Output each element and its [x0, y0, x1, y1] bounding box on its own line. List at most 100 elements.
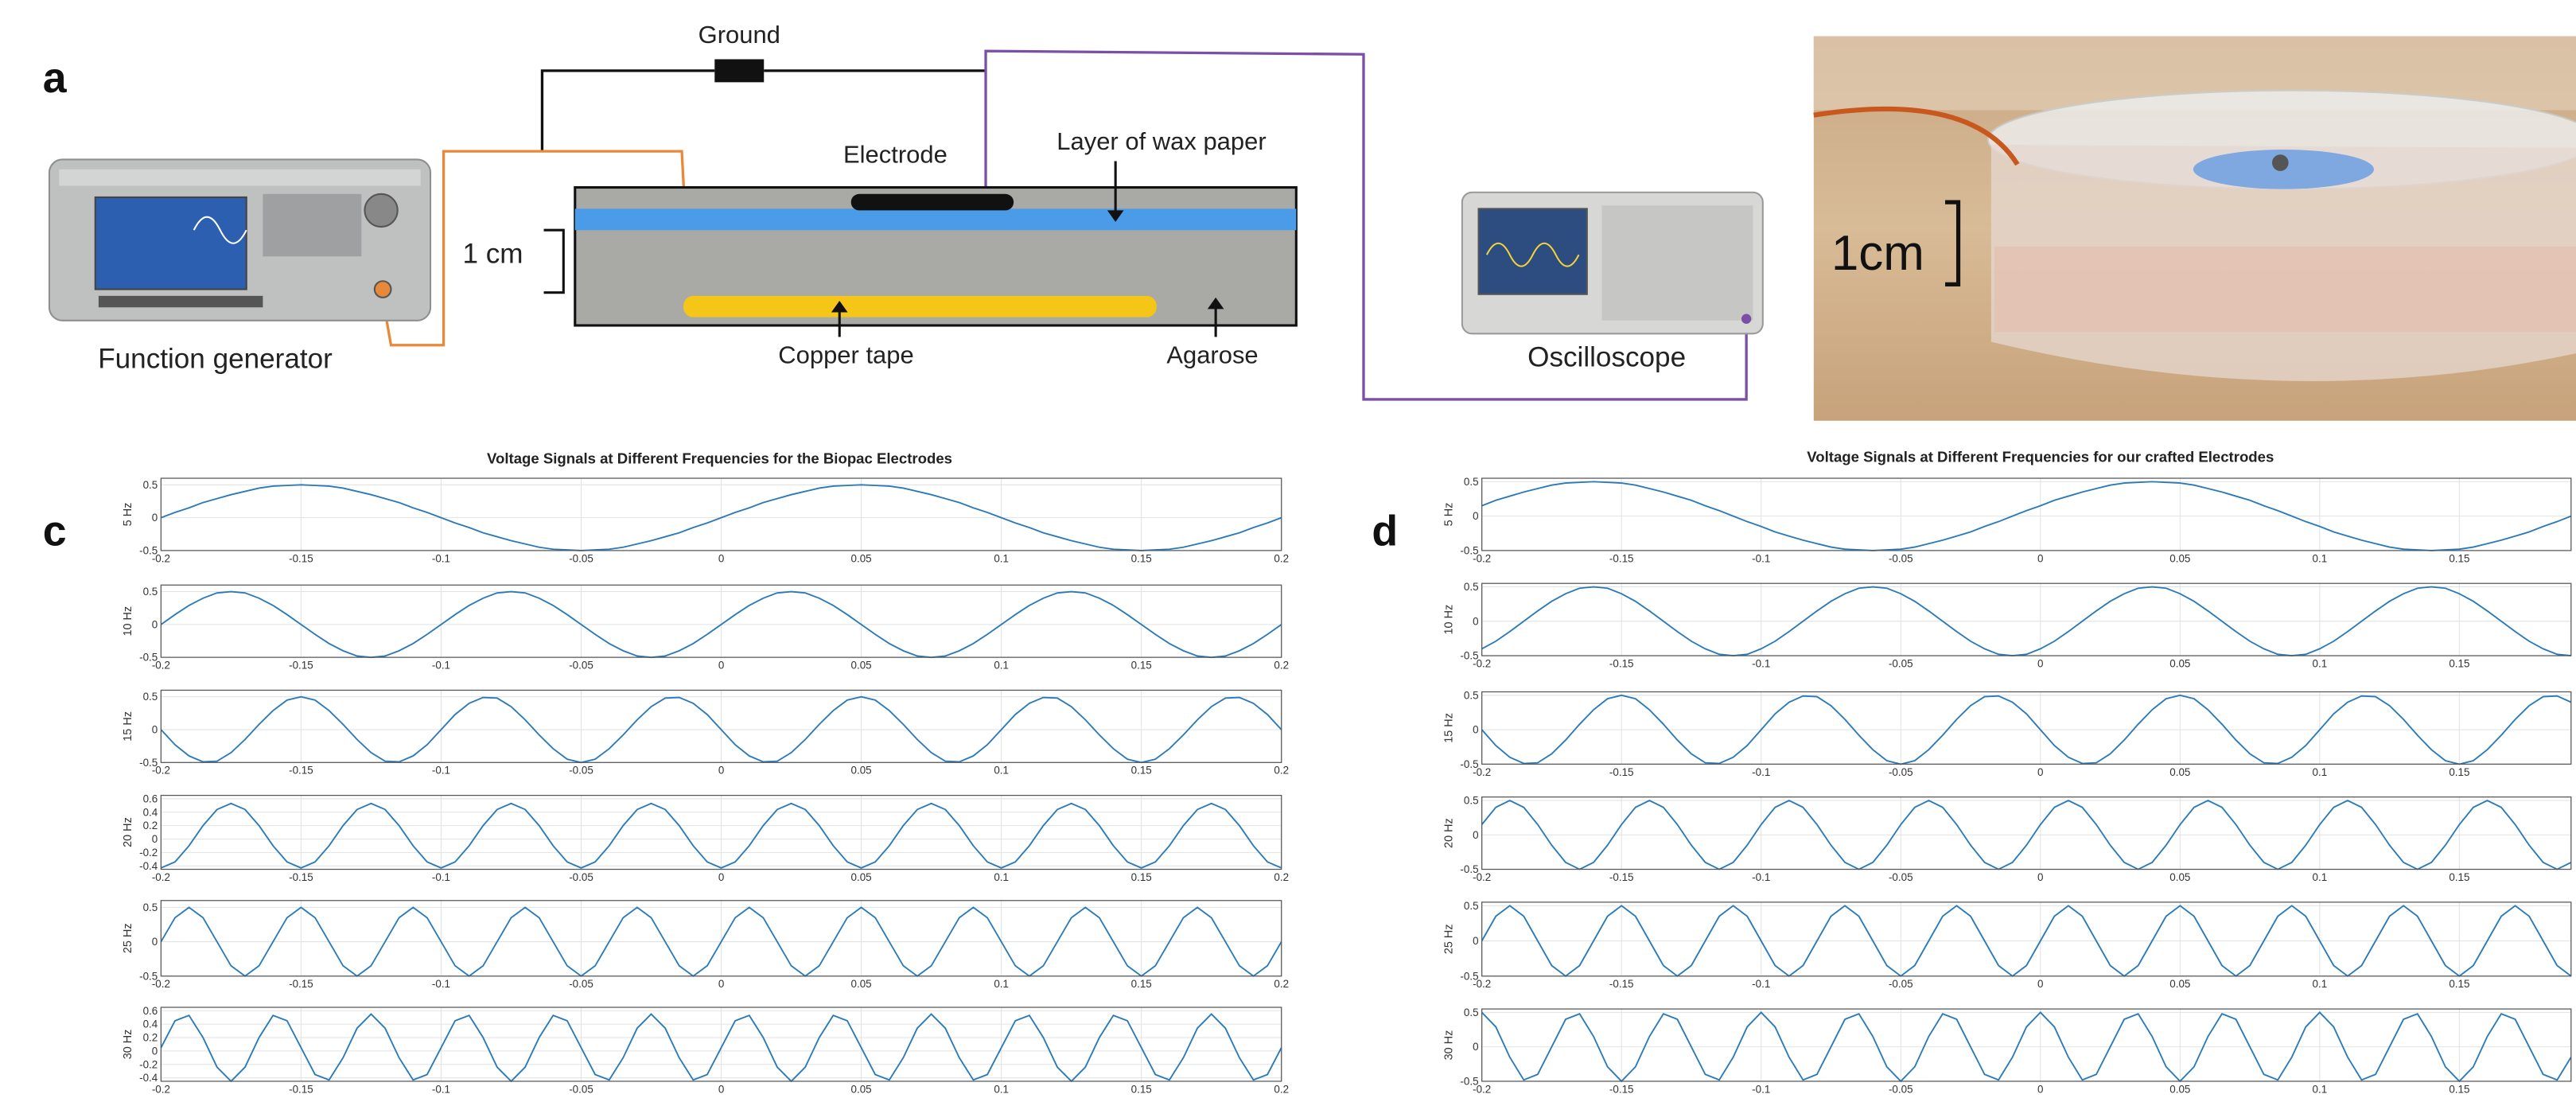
y-tick-label: 0.5 [143, 902, 158, 913]
x-tick-label: 0.05 [2169, 552, 2190, 564]
x-tick-label: -0.1 [1752, 978, 1770, 990]
x-tick-label: 0.05 [851, 1083, 872, 1095]
x-tick-label: -0.05 [569, 765, 593, 777]
y-axis-label: 15 Hz [122, 711, 134, 742]
electrode-snap [2272, 154, 2289, 171]
device-screen [1479, 208, 1587, 294]
x-tick-label: -0.1 [1752, 871, 1770, 883]
x-tick-label: 0 [2037, 1083, 2043, 1095]
y-tick-label: -0.5 [1460, 544, 1478, 556]
y-tick-label: 0.5 [143, 586, 158, 598]
electrode-label: Electrode [843, 141, 948, 169]
y-tick-label: -0.2 [139, 847, 158, 859]
y-tick-label: -0.5 [139, 757, 158, 769]
photo: 1cm [1814, 37, 2576, 421]
x-tick-label: -0.05 [569, 552, 593, 564]
y-axis-label: 30 Hz [1443, 1030, 1456, 1061]
y-tick-label: 0 [1473, 935, 1478, 947]
chart-title: Voltage Signals at Different Frequencies… [1807, 448, 2274, 465]
x-tick-label: -0.15 [1609, 766, 1634, 778]
x-tick-label: 0.1 [2313, 978, 2328, 990]
x-tick-label: 0.1 [994, 1083, 1009, 1095]
x-tick-label: -0.1 [1752, 552, 1770, 564]
x-tick-label: 0 [2037, 552, 2043, 564]
x-tick-label: 0.2 [1274, 552, 1289, 564]
y-tick-label: 0 [1473, 510, 1478, 522]
y-tick-label: 0.4 [143, 806, 158, 818]
x-tick-label: 0.15 [2449, 871, 2469, 883]
x-tick-label: 0.15 [1131, 978, 1152, 990]
x-tick-label: -0.15 [289, 871, 313, 883]
x-tick-label: 0.05 [851, 978, 872, 990]
resistor [714, 59, 764, 82]
x-tick-label: -0.1 [432, 871, 450, 883]
y-tick-label: 0.5 [1464, 581, 1479, 593]
x-tick-label: -0.1 [432, 1083, 450, 1095]
y-tick-label: -0.4 [139, 1072, 158, 1084]
device-top [59, 169, 420, 186]
y-tick-label: 0.2 [143, 1032, 158, 1044]
y-axis-label: 5 Hz [1443, 503, 1456, 527]
x-tick-label: -0.05 [569, 1083, 593, 1095]
plot-area [1482, 583, 2571, 656]
x-tick-label: -0.05 [1889, 978, 1913, 990]
agarose-label: Agarose [1166, 341, 1258, 368]
x-tick-label: 0.15 [1131, 765, 1152, 777]
y-tick-label: 0.5 [1464, 900, 1479, 912]
scale-bracket [544, 230, 564, 292]
y-tick-label: -0.5 [1460, 863, 1478, 875]
x-tick-label: -0.1 [432, 978, 450, 990]
plot-area [1482, 478, 2571, 551]
ground-label: Ground [698, 21, 780, 49]
x-tick-label: 0.2 [1274, 1083, 1289, 1095]
y-tick-label: 0 [152, 1045, 158, 1057]
agarose [1994, 247, 2576, 332]
y-axis-label: 10 Hz [122, 606, 134, 637]
keypad [263, 194, 361, 256]
panel-label: a [43, 54, 68, 102]
x-tick-label: -0.1 [1752, 658, 1770, 670]
y-tick-label: 0 [152, 512, 158, 524]
y-tick-label: -0.4 [139, 860, 158, 872]
y-tick-label: -0.5 [1460, 758, 1478, 770]
wax-paper-label: Layer of wax paper [1056, 127, 1266, 155]
y-tick-label: -0.5 [139, 544, 158, 556]
y-tick-label: 0.4 [143, 1018, 158, 1030]
y-tick-label: 0 [1473, 829, 1478, 841]
x-tick-label: -0.05 [569, 660, 593, 672]
setup-diagram: Ground Electrode Layer of wax paper 1 cm… [49, 21, 1763, 399]
x-tick-label: 0 [718, 660, 724, 672]
x-tick-label: 0.15 [1131, 871, 1152, 883]
x-tick-label: 0.05 [851, 660, 872, 672]
x-tick-label: -0.2 [152, 871, 170, 883]
x-tick-label: -0.15 [289, 978, 313, 990]
x-tick-label: -0.1 [432, 765, 450, 777]
x-tick-label: -0.05 [569, 871, 593, 883]
x-tick-label: 0.15 [2449, 978, 2469, 990]
y-tick-label: 0.6 [143, 793, 158, 804]
x-tick-label: 0 [2037, 658, 2043, 670]
buttons [99, 296, 263, 307]
x-tick-label: -0.1 [1752, 766, 1770, 778]
x-tick-label: 0.05 [2169, 871, 2190, 883]
y-tick-label: -0.5 [1460, 650, 1478, 662]
copper-tape [683, 296, 1157, 317]
x-tick-label: 0 [718, 1083, 724, 1095]
plot-area [1482, 691, 2571, 764]
x-tick-label: 0.1 [994, 871, 1009, 883]
x-tick-label: 0.15 [1131, 1083, 1152, 1095]
y-tick-label: 0.6 [143, 1005, 158, 1017]
y-tick-label: 0 [1473, 724, 1478, 736]
x-tick-label: 0.05 [2169, 766, 2190, 778]
x-tick-label: -0.15 [1609, 871, 1634, 883]
x-tick-label: 0.15 [2449, 658, 2469, 670]
x-tick-label: 0.05 [851, 871, 872, 883]
x-tick-label: -0.15 [1609, 1083, 1634, 1095]
x-tick-label: 0 [718, 552, 724, 564]
electrode [851, 194, 1014, 211]
x-tick-label: -0.2 [152, 1083, 170, 1095]
panel-label: c [43, 508, 67, 555]
y-tick-label: 0 [1473, 615, 1478, 627]
y-tick-label: 0.5 [1464, 1007, 1479, 1018]
chart-title: Voltage Signals at Different Frequencies… [487, 450, 952, 466]
